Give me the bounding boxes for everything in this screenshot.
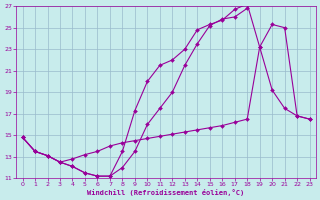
X-axis label: Windchill (Refroidissement éolien,°C): Windchill (Refroidissement éolien,°C) xyxy=(87,189,245,196)
